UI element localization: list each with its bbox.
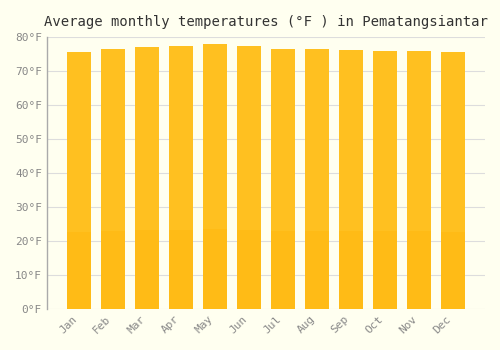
Bar <box>271 49 295 309</box>
Bar <box>373 231 397 309</box>
Bar <box>271 231 295 309</box>
Bar <box>442 52 465 309</box>
Bar <box>169 230 192 309</box>
Bar <box>407 231 431 309</box>
Bar <box>67 52 90 309</box>
Bar <box>101 49 124 309</box>
Bar <box>442 232 465 309</box>
Bar <box>203 229 227 309</box>
Bar <box>237 230 261 309</box>
Bar <box>135 47 158 309</box>
Bar <box>305 49 329 309</box>
Title: Average monthly temperatures (°F ) in Pematangsiantar: Average monthly temperatures (°F ) in Pe… <box>44 15 488 29</box>
Bar <box>373 51 397 309</box>
Bar <box>339 50 363 309</box>
Bar <box>305 231 329 309</box>
Bar <box>203 44 227 309</box>
Bar <box>169 46 192 309</box>
Bar <box>407 51 431 309</box>
Bar <box>237 46 261 309</box>
Bar <box>135 230 158 309</box>
Bar <box>101 231 124 309</box>
Bar <box>339 231 363 309</box>
Bar <box>67 232 90 309</box>
